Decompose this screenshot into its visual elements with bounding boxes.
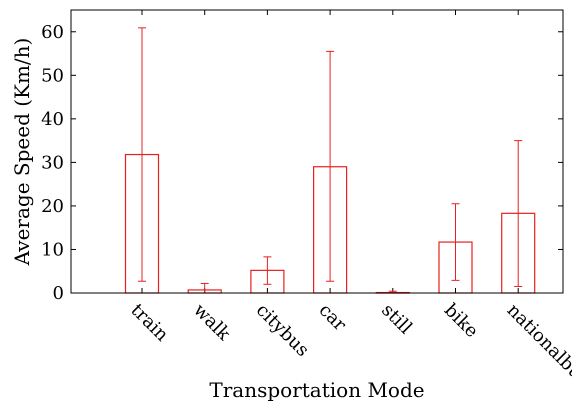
x-tick-label-walk: walk <box>189 300 235 346</box>
y-tick-label: 60 <box>41 22 64 43</box>
y-tick-label: 20 <box>41 196 64 217</box>
plot-frame <box>70 9 564 294</box>
y-axis-ticks: 0 10 20 30 40 50 60 <box>41 10 563 304</box>
x-tick-label-still: still <box>377 300 416 339</box>
y-tick-label: 50 <box>41 65 64 86</box>
x-tick-label-train: train <box>126 300 172 346</box>
x-tick-label-car: car <box>315 300 351 336</box>
y-tick-label: 30 <box>41 152 64 173</box>
x-tick-label-citybus: citybus <box>252 300 313 361</box>
y-tick-label: 40 <box>41 109 64 130</box>
x-axis-labels: train walk citybus car still bike nationalbus <box>126 300 572 390</box>
y-tick-label: 0 <box>53 283 64 304</box>
x-tick-label-nationalbus: nationalbus <box>503 300 572 390</box>
error-bars <box>138 27 523 294</box>
x-axis-title: Transportation Mode <box>209 378 424 402</box>
x-tick-label-bike: bike <box>440 300 482 342</box>
y-tick-label: 10 <box>41 239 64 260</box>
y-axis-title: Average Speed (Km/h) <box>10 38 34 267</box>
